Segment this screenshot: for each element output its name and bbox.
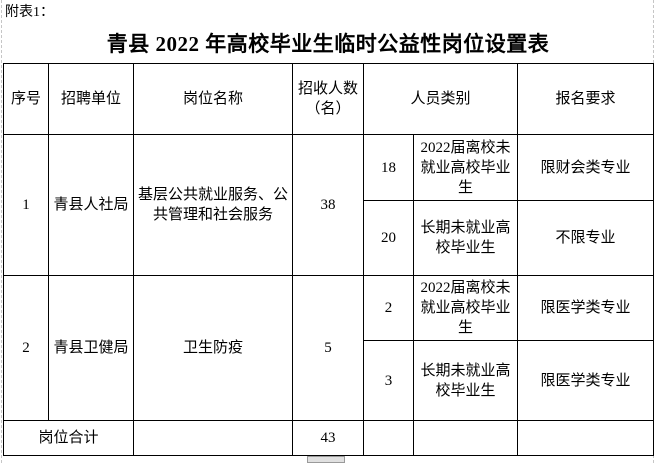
- requirement-cell: 限医学类专业: [517, 340, 655, 421]
- header-requirement: 报名要求: [517, 63, 655, 135]
- header-count: 招收人数（名）: [292, 63, 364, 135]
- empty-category-cell: [412, 420, 519, 456]
- table-row: 2 青县卫健局 卫生防疫 5 2 2022届离校未就业高校毕业生 限医学类专业: [3, 275, 655, 421]
- table-title: 青县 2022 年高校毕业生临时公益性岗位设置表: [106, 32, 550, 56]
- count-cell: 5: [292, 275, 364, 421]
- empty-position-cell: [133, 420, 293, 456]
- total-row: 岗位合计 43: [3, 420, 655, 456]
- header-position: 岗位名称: [133, 63, 293, 135]
- category-cell: 长期未就业高校毕业生: [412, 200, 519, 276]
- header-category: 人员类别: [362, 63, 519, 135]
- table-row: 3 长期未就业高校毕业生 限医学类专业: [4, 340, 655, 421]
- total-count-cell: 43: [292, 420, 364, 456]
- table-row: 1 青县人社局 基层公共就业服务、公共管理和社会服务 38 18 2022届离校…: [3, 134, 655, 276]
- scrollbar-thumb-artifact: [307, 456, 345, 463]
- count-cell: 38: [292, 134, 364, 276]
- seq-cell: 2: [3, 275, 49, 421]
- position-cell: 卫生防疫: [133, 275, 293, 421]
- subcount-cell: 18: [363, 134, 414, 201]
- requirement-cell: 限医学类专业: [517, 275, 655, 341]
- requirement-cell: 限财会类专业: [517, 134, 655, 201]
- empty-requirement-cell: [517, 420, 655, 456]
- subcount-cell: 20: [363, 200, 414, 276]
- subcount-cell: 3: [363, 340, 414, 421]
- category-cell: 长期未就业高校毕业生: [412, 340, 519, 421]
- page-left-gridline: [1, 0, 2, 463]
- attachment-label: 附表1：: [5, 5, 54, 20]
- subcount-cell: 2: [363, 275, 414, 341]
- employer-cell: 青县卫健局: [48, 275, 134, 421]
- total-label-cell: 岗位合计: [3, 420, 134, 456]
- position-cell: 基层公共就业服务、公共管理和社会服务: [133, 134, 293, 276]
- empty-subcount-cell: [363, 420, 414, 456]
- category-cell: 2022届离校未就业高校毕业生: [412, 134, 519, 201]
- table-row: 20 长期未就业高校毕业生 不限专业: [4, 200, 655, 276]
- header-seq: 序号: [3, 63, 49, 135]
- seq-cell: 1: [3, 134, 49, 276]
- positions-table: 序号 招聘单位 岗位名称 招收人数（名） 人员类别 报名要求 1 青县人社局 基…: [3, 63, 655, 456]
- requirement-cell: 不限专业: [517, 200, 655, 276]
- employer-cell: 青县人社局: [48, 134, 134, 276]
- category-cell: 2022届离校未就业高校毕业生: [412, 275, 519, 341]
- header-row: 序号 招聘单位 岗位名称 招收人数（名） 人员类别 报名要求: [3, 63, 655, 135]
- header-employer: 招聘单位: [48, 63, 134, 135]
